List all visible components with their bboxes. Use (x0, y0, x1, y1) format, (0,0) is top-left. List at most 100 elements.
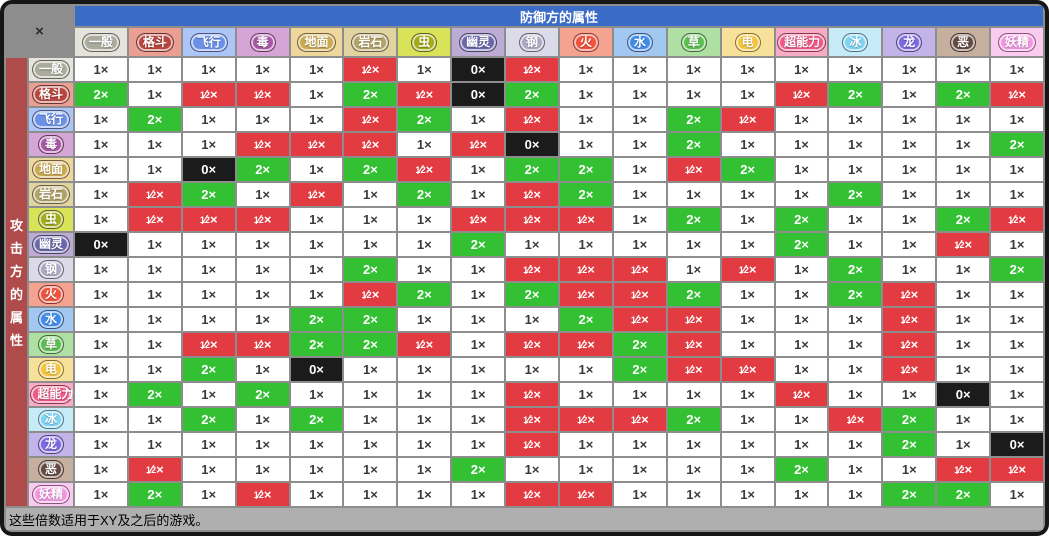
type-badge: 冰 (842, 32, 869, 52)
type-badge: 格斗 (135, 32, 174, 52)
multiplier-cell: 1× (991, 383, 1043, 406)
multiplier-cell: 1× (128, 408, 181, 431)
multiplier-cell: 1× (829, 133, 882, 156)
multiplier-cell: 2× (991, 258, 1043, 281)
multiplier-cell: 1× (991, 158, 1043, 181)
multiplier-cell: 1× (775, 433, 828, 456)
multiplier-cell: 1 ⁄ 2 × (344, 133, 397, 156)
attacker-type-header: 火 (29, 283, 73, 306)
multiplier-cell: 1× (613, 383, 666, 406)
defender-header: 防御方的属性 一般 格斗 飞行 毒 地面 岩石 虫 幽灵 钢 火 水 草 电超能力冰 龙 恶 妖精 (75, 6, 1043, 56)
multiplier-cell: 1× (721, 208, 774, 231)
multiplier-cell: 1× (236, 233, 289, 256)
multiplier-cell: 1× (721, 308, 774, 331)
type-badge: 超能力 (777, 32, 826, 52)
multiplier-cell: 1 ⁄ 2 × (883, 283, 936, 306)
multiplier-cell: 2× (667, 208, 720, 231)
multiplier-cell: 1× (344, 433, 397, 456)
multiplier-cell: 1× (75, 133, 127, 156)
multiplier-cell: 1× (398, 58, 451, 81)
type-badge: 岩石 (351, 32, 390, 52)
multiplier-cell: 1× (236, 433, 289, 456)
multiplier-cell: 1 ⁄ 2 × (236, 333, 289, 356)
type-badge: 妖精 (31, 485, 70, 504)
type-badge: 水 (37, 310, 64, 329)
attacker-type-header: 飞行 (29, 108, 73, 131)
multiplier-cell: 1× (721, 458, 774, 481)
multiplier-cell: 1× (560, 233, 612, 256)
header-area: × 防御方的属性 一般 格斗 飞行 毒 地面 岩石 虫 幽灵 钢 火 水 草 电超能力冰 龙 恶 妖精 (6, 6, 1043, 56)
multiplier-cell: 0× (452, 83, 505, 106)
multiplier-cell: 1 ⁄ 2 × (506, 333, 558, 356)
multiplier-cell: 2× (128, 108, 181, 131)
multiplier-cell: 1× (182, 108, 235, 131)
type-badge: 电 (734, 32, 761, 52)
multiplier-cell: 1× (182, 258, 235, 281)
multiplier-cell: 1× (775, 333, 828, 356)
multiplier-cell: 2× (452, 233, 505, 256)
multiplier-cell: 1 ⁄ 2 × (236, 83, 289, 106)
multiplier-cell: 1× (290, 158, 343, 181)
multiplier-cell: 1× (775, 58, 828, 81)
multiplier-cell: 1× (613, 108, 666, 131)
multiplier-cell: 1× (75, 283, 127, 306)
multiplier-cell: 1 ⁄ 2 × (560, 333, 612, 356)
multiplier-cell: 1× (721, 83, 774, 106)
multiplier-cell: 1× (344, 358, 397, 381)
multiplier-cell: 1× (452, 183, 505, 206)
multiplier-cell: 1× (613, 233, 666, 256)
multiplier-cell: 1 ⁄ 2 × (506, 183, 558, 206)
multiplier-cell: 1× (721, 483, 774, 506)
multiplier-cell: 1× (290, 58, 343, 81)
attacker-type-header: 水 (29, 308, 73, 331)
multiplier-cell: 1× (613, 483, 666, 506)
multiplier-cell: 1× (398, 308, 451, 331)
multiplier-cell: 1× (937, 183, 990, 206)
multiplier-cell: 1× (398, 383, 451, 406)
multiplier-cell: 1× (128, 58, 181, 81)
multiplier-cell: 1× (344, 483, 397, 506)
multiplier-cell: 1 ⁄ 2 × (613, 283, 666, 306)
close-button[interactable]: × (6, 6, 73, 56)
multiplier-cell: 1× (506, 233, 558, 256)
multiplier-cell: 1 ⁄ 2 × (991, 458, 1043, 481)
multiplier-cell: 1× (937, 433, 990, 456)
multiplier-cell: 1× (883, 258, 936, 281)
multiplier-cell: 1× (128, 158, 181, 181)
multiplier-cell: 1 ⁄ 2 × (775, 383, 828, 406)
defender-type-header: 龙 (883, 28, 936, 56)
matrix-area: 攻击方的属性 一般 1× 1× 1× 1× 1× 1 ⁄ 2 × 1× 0× 1 ⁄ 2 × 1× 1× 1× 1× 1… (6, 58, 1043, 506)
multiplier-cell: 1× (721, 333, 774, 356)
multiplier-cell: 2× (344, 333, 397, 356)
multiplier-cell: 1 ⁄ 2 × (613, 258, 666, 281)
attacker-type-header: 恶 (29, 458, 73, 481)
multiplier-cell: 1 ⁄ 2 × (506, 58, 558, 81)
multiplier-cell: 2× (775, 458, 828, 481)
defender-type-header: 钢 (506, 28, 558, 56)
multiplier-cell: 2× (829, 258, 882, 281)
multiplier-cell: 1× (775, 108, 828, 131)
multiplier-cell: 1× (991, 308, 1043, 331)
multiplier-cell: 1 ⁄ 2 × (560, 208, 612, 231)
multiplier-cell: 1× (937, 158, 990, 181)
multiplier-cell: 1 ⁄ 2 × (182, 83, 235, 106)
multiplier-cell: 1× (937, 358, 990, 381)
defender-type-header: 一般 (75, 28, 127, 56)
type-badge: 一般 (81, 32, 120, 52)
multiplier-cell: 1× (75, 108, 127, 131)
multiplier-cell: 2× (775, 233, 828, 256)
attacker-axis-label: 攻击方的属性 (6, 58, 27, 506)
multiplier-cell: 0× (452, 58, 505, 81)
multiplier-cell: 2× (290, 408, 343, 431)
attacker-type-header: 龙 (29, 433, 73, 456)
defender-type-header: 超能力 (775, 28, 828, 56)
multiplier-cell: 1× (398, 258, 451, 281)
multiplier-cell: 1 ⁄ 2 × (560, 408, 612, 431)
defender-type-header: 草 (667, 28, 720, 56)
multiplier-cell: 1× (667, 258, 720, 281)
defender-type-header-row: 一般 格斗 飞行 毒 地面 岩石 虫 幽灵 钢 火 水 草 电超能力冰 龙 恶 妖精 (75, 28, 1043, 56)
multiplier-cell: 1× (344, 383, 397, 406)
multiplier-cell: 1× (128, 133, 181, 156)
multiplier-cell: 2× (506, 83, 558, 106)
multiplier-cell: 1× (775, 408, 828, 431)
